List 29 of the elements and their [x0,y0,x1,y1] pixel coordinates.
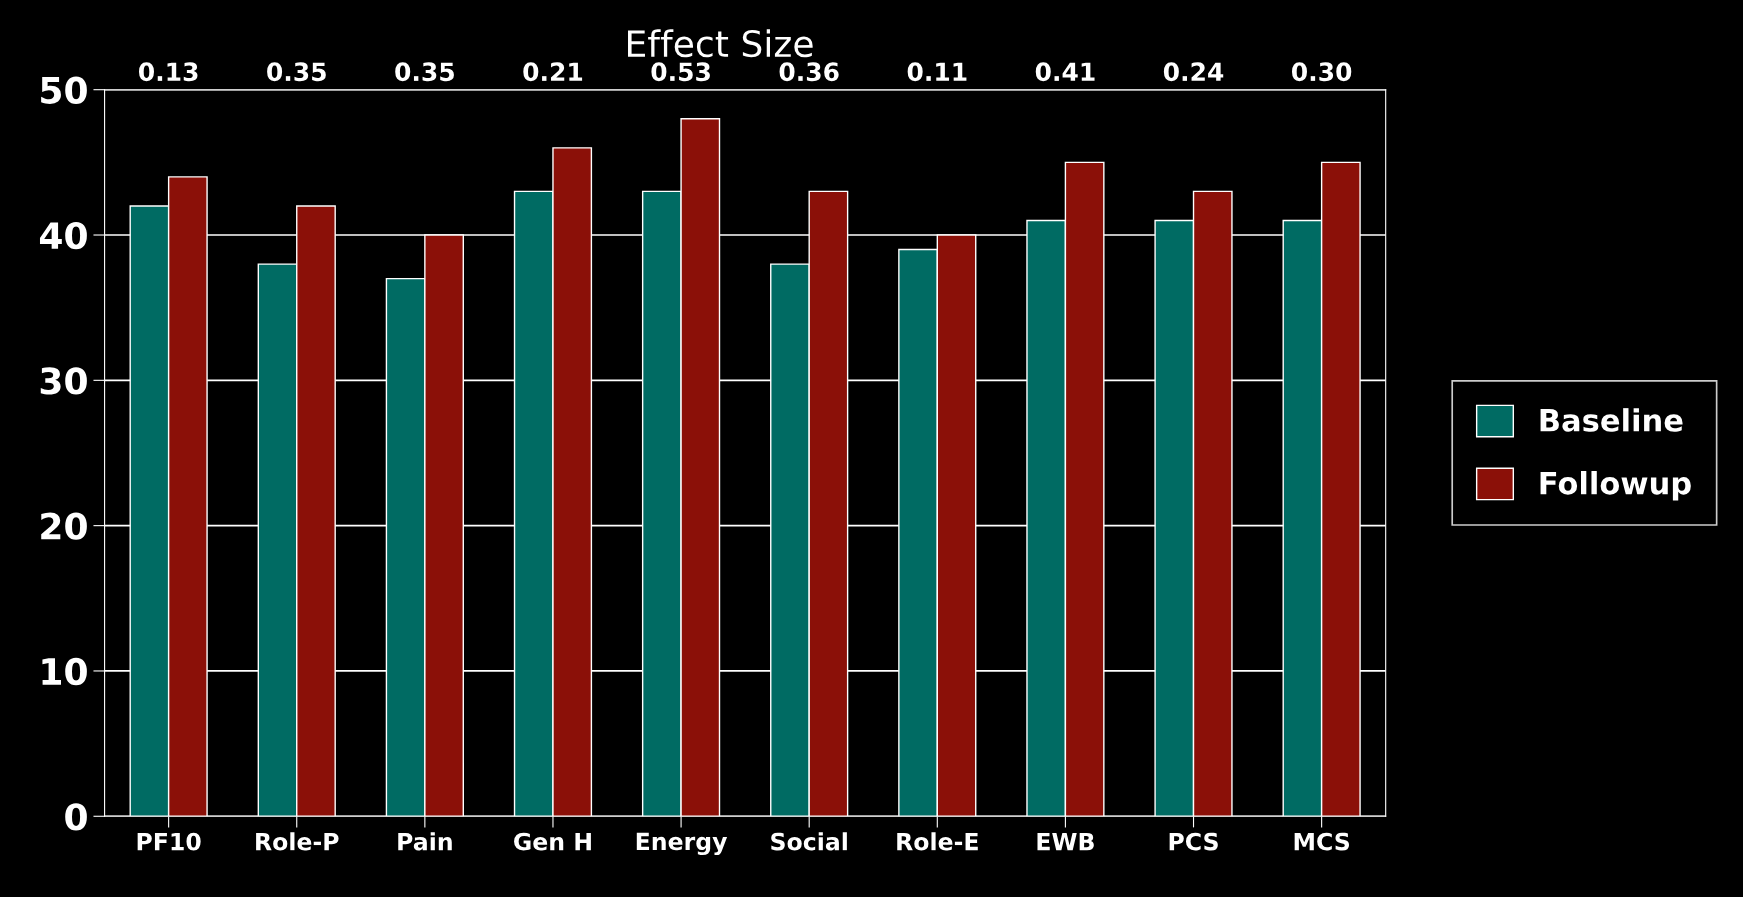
y-tick-label: 50 [41,76,87,104]
legend-label: Followup [1540,471,1691,501]
y-tick-label: 0 [65,803,87,831]
text: 0.11 [907,62,967,82]
x-tick-label: Social [771,832,847,851]
chart-title: Effect Size [628,29,813,58]
x-tick-label: EWB [1037,832,1094,851]
x-tick-label: PF10 [137,832,201,851]
text: 0.13 [138,62,198,82]
x-tick-label: Role-P [256,832,339,851]
text: 0.35 [395,62,454,82]
x-tick-label: Pain [398,832,452,851]
x-tick-label: MCS [1294,832,1350,851]
text: 0.24 [1163,62,1224,82]
y-tick-label: 30 [40,367,87,395]
text: 0.30 [1291,62,1352,82]
x-tick-label: PCS [1169,832,1218,851]
x-tick-label: Energy [636,832,728,856]
legend-label: Baseline [1540,408,1683,432]
text: 0.21 [523,62,583,82]
x-tick-label: Role-E [897,832,978,851]
y-tick-label: 40 [39,221,87,250]
text: 0.41 [1035,62,1095,82]
y-tick-label: 20 [41,512,87,540]
y-tick-label: 10 [42,657,87,686]
x-tick-label: Gen H [514,832,591,851]
text: 0.36 [779,62,839,82]
text: 0.35 [267,62,326,82]
text: 0.53 [651,62,710,82]
